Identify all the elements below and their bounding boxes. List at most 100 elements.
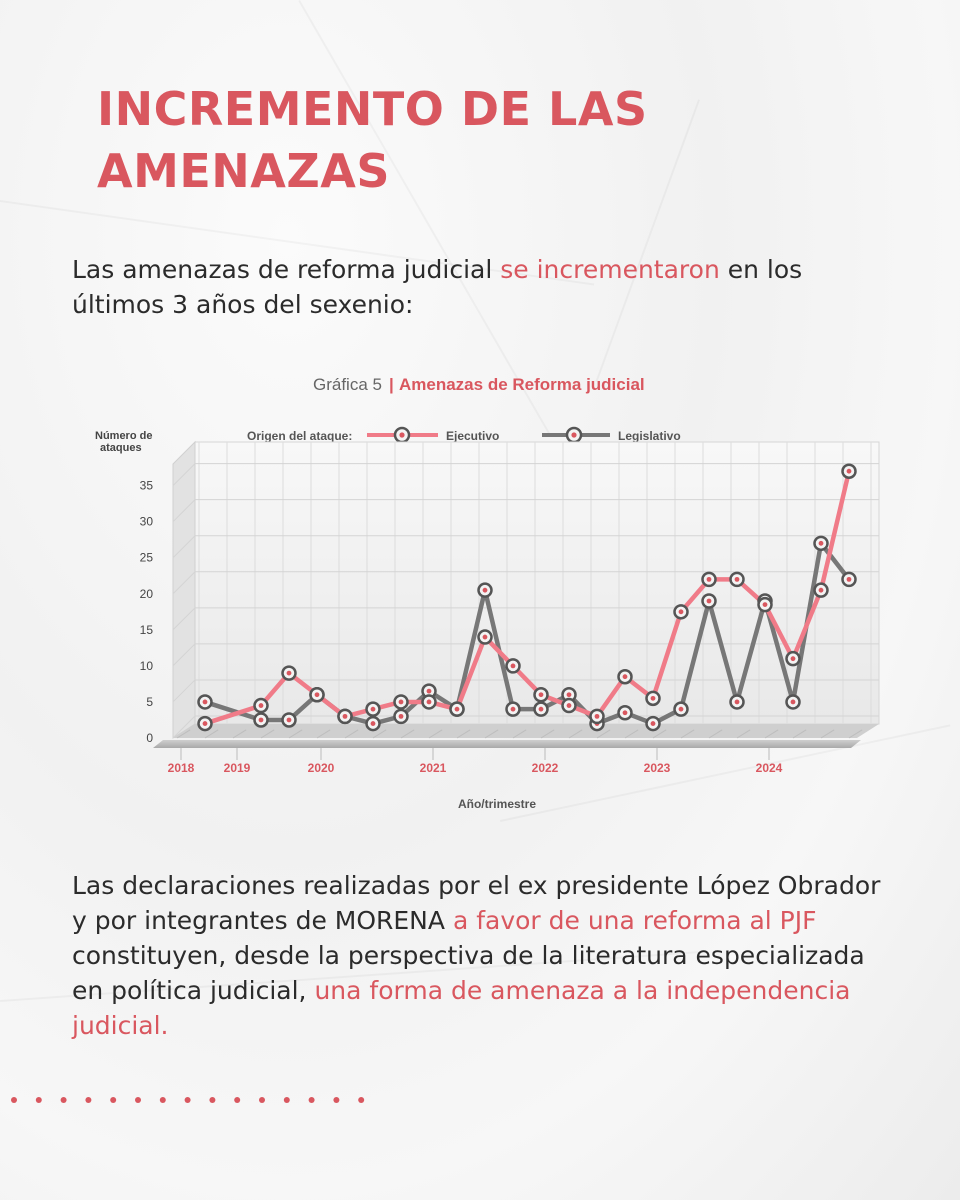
data-point-dot-ejecutivo — [342, 713, 348, 719]
data-point-dot-legislativo — [650, 721, 656, 726]
floor-notch — [820, 729, 835, 739]
divider-dot — [184, 1097, 191, 1103]
chart-floor-front — [153, 740, 861, 748]
floor-notch — [708, 729, 723, 739]
data-point-dot-ejecutivo — [790, 656, 796, 662]
floor-notch — [428, 729, 443, 739]
floor-notch — [680, 729, 695, 739]
conclusion-paragraph: Las declaraciones realizadas por el ex p… — [72, 868, 892, 1043]
intro-highlight: se incrementaron — [500, 255, 720, 284]
intro-text-before: Las amenazas de reforma judicial — [72, 255, 501, 284]
floor-notch — [232, 729, 247, 739]
legend-item-ejecutivo: Ejecutivo — [367, 426, 499, 444]
data-point-dot-ejecutivo — [286, 670, 292, 676]
y-axis-label: Número de ataques — [95, 430, 156, 454]
divider-dot — [159, 1097, 166, 1103]
data-point-dot-ejecutivo — [426, 699, 432, 705]
legend-title: Origen del ataque: — [247, 429, 352, 443]
y-tick-label: 15 — [140, 623, 154, 637]
y-tick-label: 25 — [140, 551, 154, 565]
page-title-line2: AMENAZAS — [97, 144, 390, 198]
floor-notch — [176, 729, 191, 739]
data-point-dot-legislativo — [818, 540, 824, 546]
data-point-dot-ejecutivo — [706, 576, 712, 582]
floor-notch — [456, 729, 471, 739]
chart-title: Amenazas de Reforma judicial — [399, 375, 645, 394]
conclusion-text-1: Las declaraciones realizadas por el ex p… — [72, 871, 881, 935]
legend-label-legislativo: Legislativo — [618, 429, 681, 443]
floor-notch — [512, 729, 527, 739]
divider-dot — [308, 1097, 315, 1103]
legend-item-legislativo: Legislativo — [542, 426, 681, 444]
gridline-horizontal — [172, 607, 879, 631]
data-point-dot-ejecutivo — [398, 699, 404, 705]
data-point-dot-ejecutivo — [818, 587, 824, 593]
data-point-dot-legislativo — [482, 587, 488, 593]
data-point-dot-legislativo — [258, 717, 264, 723]
floor-notch — [260, 729, 275, 739]
data-point-dot-ejecutivo — [566, 703, 572, 708]
data-point-dot-ejecutivo — [538, 692, 544, 698]
data-point-dot-ejecutivo — [258, 703, 264, 708]
data-point-dot-ejecutivo — [650, 695, 656, 701]
gridline-horizontal — [172, 535, 879, 559]
data-point-dot-ejecutivo — [594, 713, 600, 719]
divider-dot — [110, 1097, 117, 1103]
legend-label-ejecutivo: Ejecutivo — [446, 429, 499, 443]
data-point-dot-ejecutivo — [622, 674, 628, 680]
data-point-dot-legislativo — [846, 576, 852, 582]
floor-notch — [652, 729, 667, 739]
x-tick-label: 2019 — [224, 761, 251, 775]
divider-dot — [209, 1097, 216, 1103]
floor-notch — [204, 729, 219, 739]
divider-dot — [234, 1097, 241, 1103]
divider-dot — [85, 1097, 92, 1103]
data-point-dot-legislativo — [566, 692, 572, 698]
y-tick-label: 20 — [140, 587, 154, 601]
gridline-horizontal — [172, 463, 879, 486]
intro-text-after: en los últimos 3 años del sexenio: — [72, 255, 803, 319]
y-tick-label: 10 — [140, 659, 154, 673]
data-point-dot-ejecutivo — [762, 602, 768, 608]
floor-notch — [372, 729, 387, 739]
x-tick-label: 2023 — [644, 761, 671, 775]
floor-notch — [400, 729, 415, 739]
x-tick-label: 2018 — [168, 761, 195, 775]
data-point-dot-ejecutivo — [678, 609, 684, 615]
floor-notch — [596, 729, 611, 739]
floor-notch — [624, 729, 639, 739]
data-point-dot-ejecutivo — [482, 634, 488, 640]
y-tick-label: 35 — [140, 479, 154, 493]
y-tick-label: 0 — [146, 731, 153, 745]
gridline-horizontal — [172, 499, 879, 523]
gridline-horizontal — [172, 571, 879, 595]
intro-paragraph: Las amenazas de reforma judicial se incr… — [72, 252, 892, 322]
data-point-dot-legislativo — [678, 706, 684, 712]
divider-dot — [358, 1097, 365, 1103]
y-axis-label-line1: Número de — [95, 430, 152, 442]
chart-title-prefix: Gráfica 5 — [313, 375, 382, 394]
gridline-horizontal — [172, 715, 879, 739]
x-axis-label: Año/trimestre — [458, 797, 536, 811]
divider-dot — [135, 1097, 141, 1103]
y-tick-label: 5 — [146, 695, 153, 709]
divider-dot — [35, 1097, 42, 1103]
floor-notch — [736, 729, 751, 739]
data-point-dot-legislativo — [398, 713, 404, 719]
floor-notch — [848, 729, 863, 739]
conclusion-highlight-1: a favor de una reforma al PJF — [452, 906, 817, 935]
conclusion-highlight-2: una forma de amenaza a la independencia … — [72, 976, 851, 1040]
data-point-dot-legislativo — [622, 710, 628, 716]
data-point-dot-ejecutivo — [314, 692, 320, 698]
data-point-dot-legislativo — [510, 706, 516, 712]
threats-line-chart: Gráfica 5 | Amenazas de Reforma judicial… — [95, 375, 880, 811]
data-point-dot-legislativo — [538, 706, 544, 712]
chart-title-separator: | — [389, 375, 394, 394]
gridline-horizontal — [172, 643, 879, 667]
data-point-dot-legislativo — [370, 721, 376, 726]
divider-dot — [11, 1097, 17, 1103]
floor-notch — [484, 729, 499, 739]
divider-dot — [283, 1097, 290, 1103]
floor-notch — [540, 729, 555, 739]
decorative-dotted-divider — [11, 1097, 365, 1103]
